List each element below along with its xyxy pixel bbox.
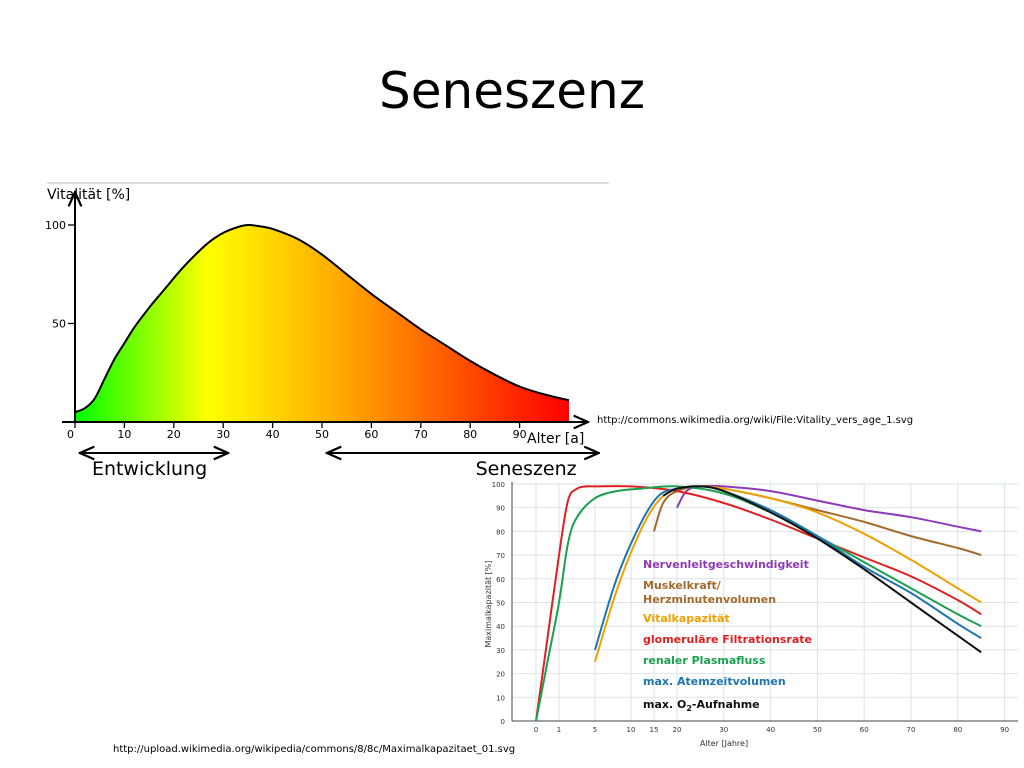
vitality-x-tick-label: 40: [266, 428, 280, 441]
vitality-x-tick-label: 80: [463, 428, 477, 441]
vitality-area: [75, 224, 569, 422]
vitality-y-axis-label: Vitalität [%]: [47, 187, 130, 203]
capacity-x-tick-label: 30: [719, 726, 728, 734]
capacity-x-tick-label: 50: [813, 726, 822, 734]
vitality-y-tick-label: 100: [45, 219, 66, 232]
capacity-y-tick-label: 90: [496, 505, 505, 513]
capacity-y-tick-label: 50: [496, 600, 505, 608]
capacity-y-tick-label: 70: [496, 552, 505, 560]
capacity-legend-entry: max. O2-Aufnahme: [643, 698, 760, 713]
capacity-y-tick-label: 60: [496, 576, 505, 584]
vitality-y-tick-label: 50: [52, 318, 66, 331]
capacity-x-tick-label: 0: [534, 726, 538, 734]
capacity-y-tick-label: 30: [496, 647, 505, 655]
capacity-legend-entry: Vitalkapazität: [643, 612, 730, 625]
phase-label-seneszenz: Seneszenz: [476, 458, 577, 480]
vitality-x-tick-label: 10: [117, 428, 131, 441]
capacity-x-tick-label: 70: [907, 726, 916, 734]
slide-title: Seneszenz: [379, 62, 645, 120]
capacity-x-tick-label: 5: [593, 726, 597, 734]
capacity-x-tick-label: 10: [627, 726, 636, 734]
capacity-series-lines: [535, 484, 982, 722]
capacity-x-tick-label: 1: [557, 726, 561, 734]
phase-label-entwicklung: Entwicklung: [92, 458, 207, 480]
capacity-x-tick-label: 80: [953, 726, 962, 734]
capacity-series-line-5: [535, 485, 982, 722]
vitality-x-tick-label: 70: [414, 428, 428, 441]
vitality-curve-line: [74, 223, 570, 414]
capacity-x-tick-label: 60: [860, 726, 869, 734]
capacity-y-tick-label: 10: [496, 694, 505, 702]
vitality-x-tick-label: 0: [67, 428, 74, 441]
capacity-y-tick-label: 0: [501, 718, 505, 726]
capacity-x-tick-label: 90: [1000, 726, 1009, 734]
capacity-x-tick-label: 40: [766, 726, 775, 734]
capacity-legend-entry: Nervenleitgeschwindigkeit: [643, 558, 809, 571]
capacity-x-axis-label: Alter [Jahre]: [700, 739, 748, 748]
capacity-series-line-3: [594, 485, 982, 663]
capacity-source-caption: http://upload.wikimedia.org/wikipedia/co…: [113, 744, 516, 755]
capacity-series-line-7: [662, 485, 982, 654]
vitality-phases: Entwicklung Seneszenz: [80, 453, 599, 480]
capacity-x-tick-label: 20: [673, 726, 682, 734]
capacity-legend-entry: Muskelkraft/: [643, 579, 722, 592]
vitality-x-tick-label: 20: [167, 428, 181, 441]
vitality-chart: 0 10 20 30 40 50 60 70 80 90 50 100 Vitalität [%] A…: [45, 182, 609, 480]
capacity-y-tick-label: 20: [496, 671, 505, 679]
vitality-x-tick-label: 60: [364, 428, 378, 441]
capacity-y-tick-label: 100: [492, 481, 505, 489]
capacity-series-line-4: [535, 485, 982, 722]
vitality-x-axis-label: Alter [a]: [527, 431, 584, 447]
capacity-y-axis-label: Maximalkapazität [%]: [484, 560, 493, 647]
capacity-y-tick-label: 40: [496, 623, 505, 631]
vitality-x-tick-label: 90: [513, 428, 527, 441]
vitality-ticks: 0 10 20 30 40 50 60 70 80 90 50 100: [45, 219, 527, 441]
capacity-legend-entry: Herzminutenvolumen: [643, 593, 776, 606]
capacity-y-tick-label: 80: [496, 528, 505, 536]
capacity-legend-entry: max. Atemzeitvolumen: [643, 675, 786, 688]
capacity-x-tick-label: 15: [650, 726, 659, 734]
capacity-legend-entry: glomeruläre Filtrationsrate: [643, 633, 812, 646]
vitality-x-tick-label: 50: [315, 428, 329, 441]
capacity-legend: Nervenleitgeschwindigkeit Muskelkraft/Her…: [643, 558, 812, 713]
vitality-x-tick-label: 30: [216, 428, 230, 441]
capacity-legend-entry: renaler Plasmafluss: [643, 654, 766, 667]
vitality-source-caption: http://commons.wikimedia.org/wiki/File:V…: [597, 415, 914, 426]
